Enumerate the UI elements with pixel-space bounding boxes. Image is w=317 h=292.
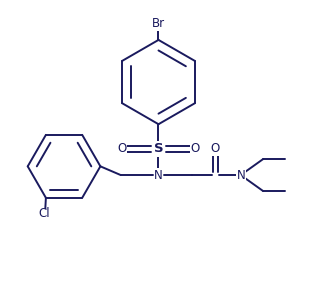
Text: O: O: [210, 142, 220, 155]
Text: N: N: [237, 168, 246, 182]
Text: S: S: [154, 142, 163, 155]
Text: O: O: [190, 142, 199, 155]
Text: Br: Br: [152, 18, 165, 30]
Text: Cl: Cl: [39, 207, 50, 220]
Text: N: N: [154, 168, 163, 182]
Text: O: O: [118, 142, 127, 155]
